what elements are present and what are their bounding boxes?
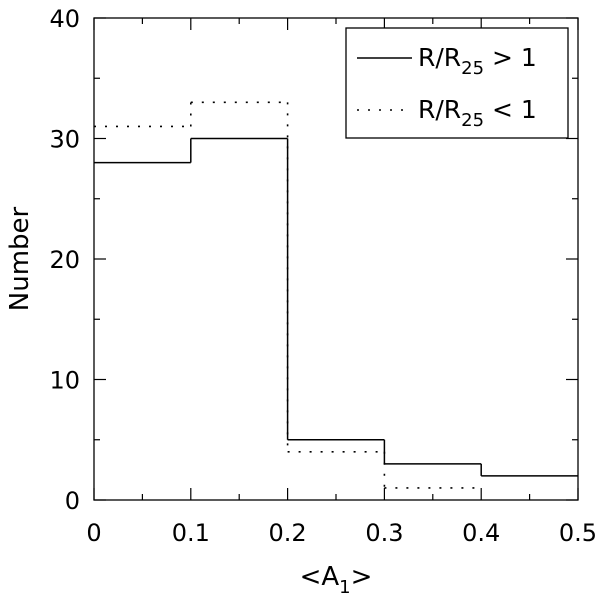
- legend-entry-solid-main: R/R: [418, 43, 461, 72]
- x-axis-label-subscript: 1: [339, 577, 350, 594]
- plot-marks: [94, 101, 578, 489]
- y-tick-label: 20: [49, 246, 80, 274]
- legend: R/R25 > 1 R/R25 < 1: [345, 27, 569, 139]
- legend-entry-solid: R/R25 > 1: [418, 43, 537, 79]
- x-tick-label: 0.5: [559, 519, 597, 547]
- x-tick-label: 0.4: [462, 519, 500, 547]
- y-tick-label: 40: [49, 5, 80, 33]
- legend-entry-solid-subscript: 25: [461, 58, 484, 79]
- y-tick-label: 30: [49, 126, 80, 154]
- tick-labels: 0 0.1 0.2 0.3 0.4 0.5 0 10 20 30 40: [49, 5, 597, 547]
- x-axis-label-main: <A: [300, 562, 340, 592]
- legend-entry-dotted: R/R25 < 1: [418, 95, 537, 131]
- x-axis-label: <A1>: [300, 562, 373, 594]
- legend-entry-dotted-subscript: 25: [461, 110, 484, 131]
- y-axis-label: Number: [5, 206, 35, 311]
- x-axis-label-end: >: [351, 562, 373, 592]
- x-tick-label: 0.1: [172, 519, 210, 547]
- legend-entry-solid-end: > 1: [484, 43, 537, 72]
- y-tick-label: 0: [65, 487, 80, 515]
- y-tick-label: 10: [49, 367, 80, 395]
- legend-entry-dotted-end: < 1: [484, 95, 537, 124]
- x-tick-label: 0.2: [269, 519, 307, 547]
- legend-box: [345, 27, 569, 139]
- legend-entry-dotted-main: R/R: [418, 95, 461, 124]
- x-tick-label: 0.3: [365, 519, 403, 547]
- x-tick-label: 0: [86, 519, 101, 547]
